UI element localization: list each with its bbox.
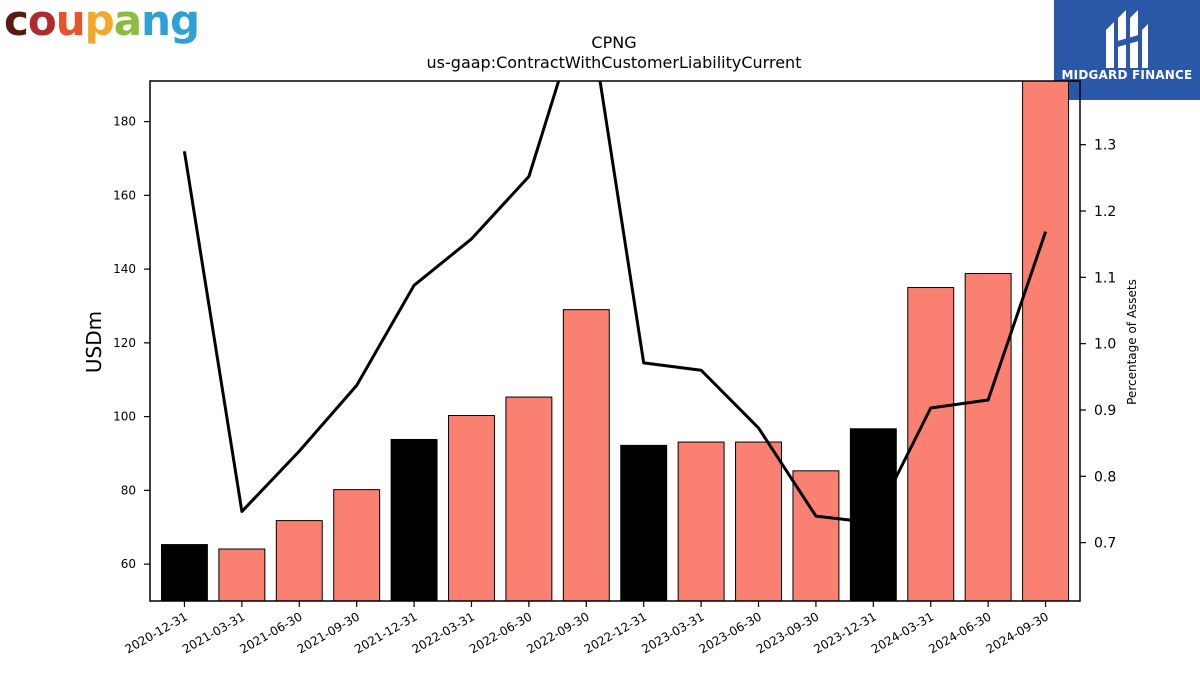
- midgard-finance-logo: MIDGARD FINANCE: [1054, 0, 1200, 100]
- x-tick-label: 2021-09-30: [295, 609, 362, 656]
- x-tick-label: 2024-09-30: [984, 609, 1051, 656]
- chart-title: CPNG: [591, 33, 636, 52]
- x-tick-label: 2021-12-31: [352, 609, 419, 656]
- chart-subtitle: us-gaap:ContractWithCustomerLiabilityCur…: [427, 53, 802, 72]
- y-tick-label: 100: [113, 410, 136, 424]
- coupang-logo-letter: a: [113, 0, 142, 45]
- y-axis-label: USDm: [82, 311, 106, 373]
- plot-frame: [149, 80, 1081, 602]
- coupang-logo-letter: g: [170, 0, 200, 45]
- x-tick-label: 2022-03-31: [410, 609, 477, 656]
- x-tick-label: 2023-06-30: [697, 609, 764, 656]
- coupang-logo-letter: u: [55, 0, 86, 45]
- x-tick-label: 2021-03-31: [180, 609, 247, 656]
- coupang-logo-letter: o: [27, 0, 57, 45]
- x-tick-label: 2023-03-31: [639, 609, 706, 656]
- y-tick-label: 180: [113, 115, 136, 129]
- bar: [218, 548, 266, 602]
- coupang-logo: coupang: [4, 0, 200, 45]
- midgard-logo-icon: [1106, 10, 1148, 68]
- x-tick-label: 2020-12-31: [123, 609, 190, 656]
- coupang-logo-letter: p: [84, 0, 115, 45]
- bar-series: [160, 80, 1070, 602]
- y-tick-label: 80: [121, 483, 136, 497]
- bar: [677, 441, 725, 602]
- y-tick-label: 120: [113, 336, 136, 350]
- x-tick-label: 2024-03-31: [869, 609, 936, 656]
- bar: [160, 544, 208, 602]
- bar: [562, 309, 610, 602]
- y2-tick-label: 0.8: [1094, 469, 1116, 485]
- bar: [390, 438, 438, 602]
- bar: [448, 414, 495, 602]
- x-tick-label: 2022-09-30: [524, 609, 591, 656]
- x-tick-label: 2022-06-30: [467, 609, 534, 656]
- bar: [275, 520, 323, 602]
- y2-tick-label: 1.0: [1094, 337, 1116, 353]
- y-tick-label: 160: [113, 188, 136, 202]
- y2-axis-label: Percentage of Assets: [1125, 279, 1139, 405]
- coupang-logo-letter: c: [4, 0, 29, 45]
- x-tick-label: 2023-09-30: [754, 609, 821, 656]
- y2-tick-label: 1.1: [1094, 270, 1116, 286]
- bar: [907, 287, 955, 602]
- y2-tick-label: 0.9: [1094, 403, 1116, 419]
- y-tick-label: 60: [121, 557, 136, 571]
- y2-tick-label: 1.2: [1094, 204, 1116, 220]
- y-tick-label: 140: [113, 262, 136, 276]
- x-tick-label: 2023-12-31: [811, 609, 878, 656]
- bar: [333, 489, 381, 602]
- bar: [620, 444, 668, 602]
- percentage-line-series: [182, 81, 1048, 525]
- bar: [964, 273, 1012, 602]
- bar: [505, 396, 553, 602]
- coupang-logo-letter: n: [141, 0, 171, 45]
- midgard-finance-name: MIDGARD FINANCE: [1061, 68, 1193, 82]
- y2-tick-label: 1.3: [1094, 138, 1116, 154]
- x-tick-label: 2021-06-30: [237, 609, 304, 656]
- bar: [1022, 80, 1070, 602]
- y2-tick-label: 0.7: [1094, 536, 1116, 552]
- x-tick-label: 2022-12-31: [582, 609, 649, 656]
- bar: [849, 428, 897, 602]
- bar: [735, 441, 782, 602]
- percentage-line: [182, 81, 1048, 525]
- x-tick-label: 2024-06-30: [926, 609, 993, 656]
